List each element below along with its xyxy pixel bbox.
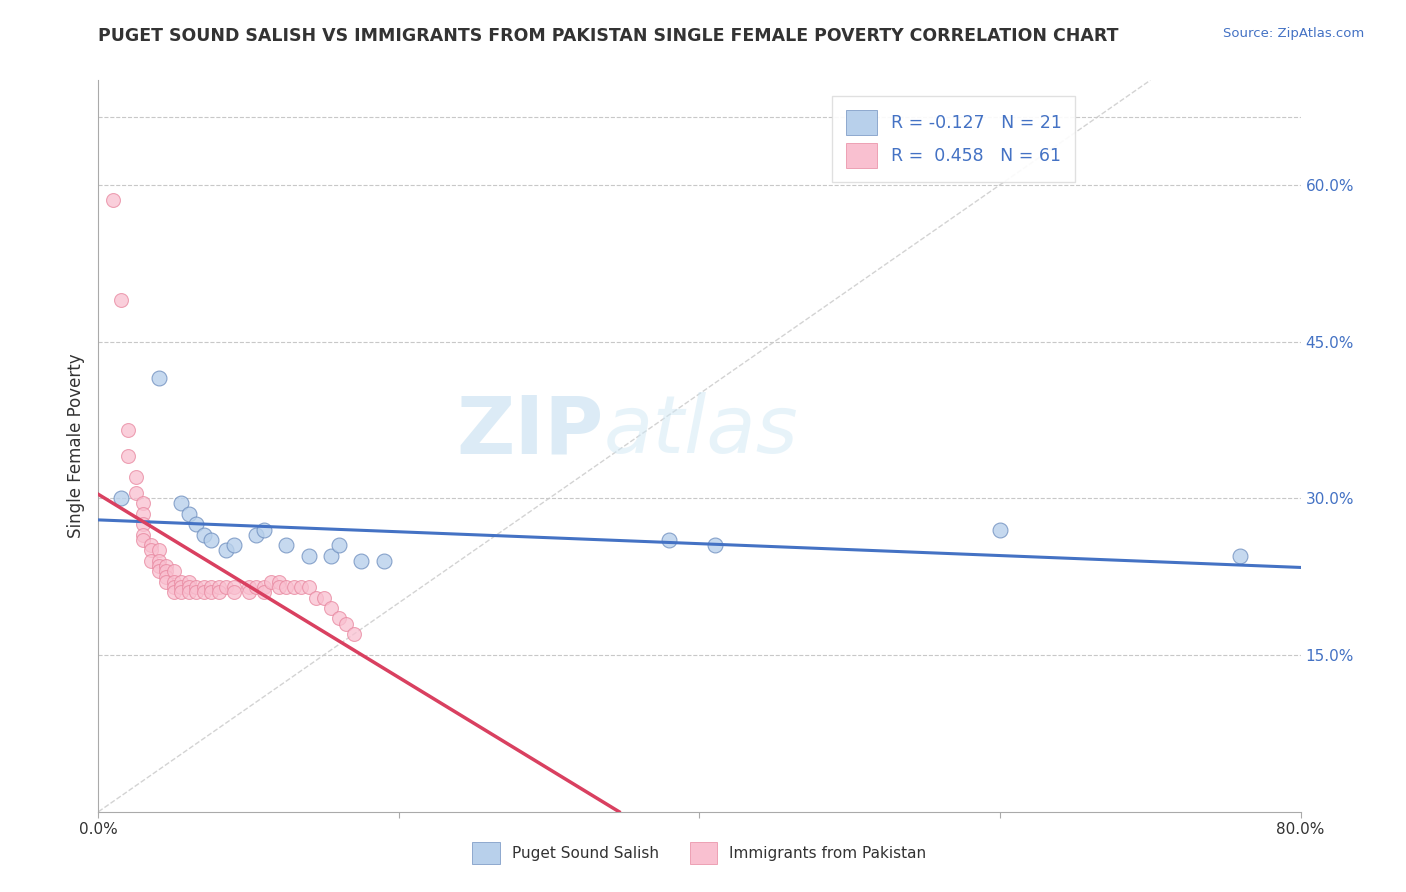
Point	[170, 496, 193, 510]
Point	[253, 523, 276, 537]
Point	[298, 580, 321, 594]
Point	[253, 580, 276, 594]
Point	[148, 554, 170, 568]
Point	[132, 517, 155, 532]
Point	[162, 580, 184, 594]
Point	[177, 507, 200, 521]
Point	[125, 470, 148, 484]
Point	[193, 585, 215, 599]
Point	[148, 371, 170, 385]
Point	[1229, 549, 1251, 563]
Legend: Puget Sound Salish, Immigrants from Pakistan: Puget Sound Salish, Immigrants from Paki…	[467, 836, 932, 870]
Point	[298, 549, 321, 563]
Point	[215, 543, 238, 558]
Point	[703, 538, 725, 552]
Point	[215, 580, 238, 594]
Point	[276, 538, 298, 552]
Text: atlas: atlas	[603, 392, 799, 470]
Point	[162, 565, 184, 579]
Point	[110, 491, 132, 506]
Point	[373, 554, 395, 568]
Point	[200, 585, 222, 599]
Point	[117, 450, 139, 464]
Point	[238, 585, 260, 599]
Point	[103, 194, 125, 208]
Point	[276, 580, 298, 594]
Point	[193, 580, 215, 594]
Point	[343, 627, 366, 641]
Text: PUGET SOUND SALISH VS IMMIGRANTS FROM PAKISTAN SINGLE FEMALE POVERTY CORRELATION: PUGET SOUND SALISH VS IMMIGRANTS FROM PA…	[98, 27, 1119, 45]
Point	[328, 538, 350, 552]
Point	[155, 569, 177, 583]
Point	[267, 574, 290, 589]
Point	[328, 611, 350, 625]
Point	[139, 543, 162, 558]
Point	[305, 591, 328, 605]
Point	[200, 580, 222, 594]
Point	[162, 574, 184, 589]
Text: Source: ZipAtlas.com: Source: ZipAtlas.com	[1223, 27, 1364, 40]
Point	[170, 585, 193, 599]
Point	[208, 585, 231, 599]
Point	[155, 565, 177, 579]
Point	[132, 507, 155, 521]
Point	[222, 580, 245, 594]
Point	[335, 616, 357, 631]
Point	[283, 580, 305, 594]
Point	[132, 528, 155, 542]
Point	[208, 580, 231, 594]
Point	[177, 585, 200, 599]
Point	[312, 591, 335, 605]
Point	[117, 423, 139, 437]
Point	[267, 580, 290, 594]
Point	[148, 543, 170, 558]
Point	[658, 533, 681, 547]
Point	[170, 574, 193, 589]
Point	[110, 293, 132, 307]
Point	[350, 554, 373, 568]
Point	[177, 580, 200, 594]
Point	[125, 486, 148, 500]
Point	[155, 574, 177, 589]
Point	[184, 517, 207, 532]
Point	[222, 538, 245, 552]
Point	[155, 559, 177, 574]
Text: ZIP: ZIP	[456, 392, 603, 470]
Point	[162, 585, 184, 599]
Y-axis label: Single Female Poverty: Single Female Poverty	[66, 354, 84, 538]
Point	[139, 538, 162, 552]
Point	[193, 528, 215, 542]
Point	[245, 580, 267, 594]
Point	[184, 580, 207, 594]
Point	[200, 533, 222, 547]
Point	[222, 585, 245, 599]
Point	[148, 559, 170, 574]
Point	[139, 554, 162, 568]
Point	[321, 601, 343, 615]
Point	[132, 533, 155, 547]
Point	[177, 574, 200, 589]
Point	[132, 496, 155, 510]
Point	[170, 580, 193, 594]
Point	[260, 574, 283, 589]
Point	[245, 528, 267, 542]
Point	[148, 565, 170, 579]
Point	[321, 549, 343, 563]
Point	[184, 585, 207, 599]
Point	[253, 585, 276, 599]
Point	[238, 580, 260, 594]
Point	[290, 580, 312, 594]
Point	[988, 523, 1011, 537]
